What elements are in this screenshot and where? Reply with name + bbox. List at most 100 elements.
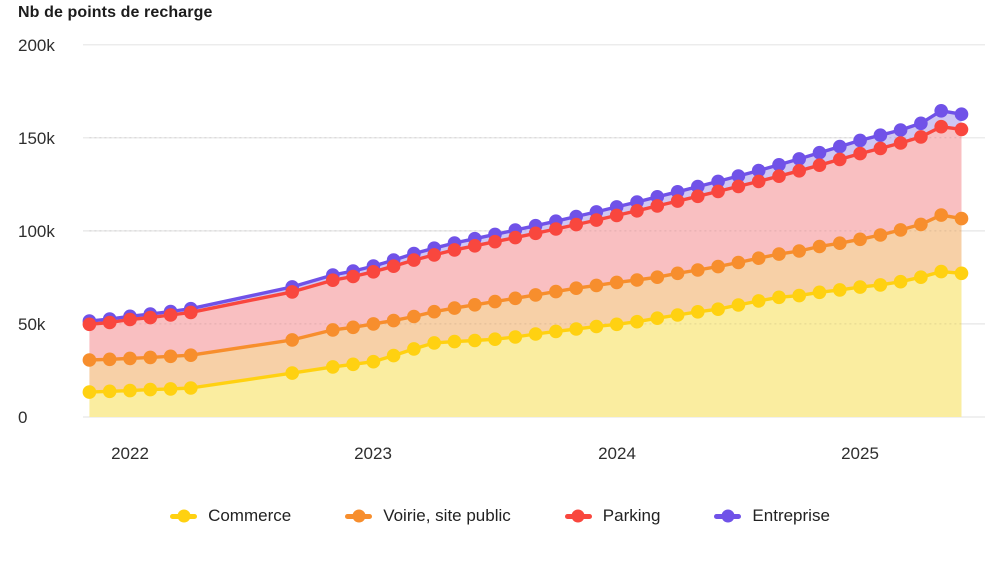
data-point-voirie-site-public[interactable] xyxy=(346,320,360,335)
data-point-voirie-site-public[interactable] xyxy=(143,350,158,365)
data-point-voirie-site-public[interactable] xyxy=(508,291,523,306)
data-point-voirie-site-public[interactable] xyxy=(812,239,827,254)
data-point-entreprise[interactable] xyxy=(914,116,928,131)
data-point-commerce[interactable] xyxy=(914,270,928,285)
data-point-commerce[interactable] xyxy=(589,319,604,334)
data-point-voirie-site-public[interactable] xyxy=(163,349,178,364)
data-point-parking[interactable] xyxy=(163,308,178,322)
data-point-commerce[interactable] xyxy=(954,266,969,281)
data-point-entreprise[interactable] xyxy=(954,107,969,121)
data-point-voirie-site-public[interactable] xyxy=(366,317,381,331)
data-point-commerce[interactable] xyxy=(143,382,158,397)
data-point-parking[interactable] xyxy=(630,204,644,218)
data-point-voirie-site-public[interactable] xyxy=(893,223,908,237)
data-point-parking[interactable] xyxy=(650,199,665,213)
data-point-voirie-site-public[interactable] xyxy=(102,352,117,367)
data-point-voirie-site-public[interactable] xyxy=(873,228,888,242)
data-point-parking[interactable] xyxy=(711,184,725,199)
data-point-parking[interactable] xyxy=(751,174,766,189)
data-point-parking[interactable] xyxy=(609,208,624,223)
data-point-voirie-site-public[interactable] xyxy=(549,284,563,299)
data-point-parking[interactable] xyxy=(893,136,908,150)
data-point-voirie-site-public[interactable] xyxy=(731,255,746,270)
data-point-commerce[interactable] xyxy=(386,348,401,363)
data-point-parking[interactable] xyxy=(488,234,502,249)
data-point-parking[interactable] xyxy=(184,305,198,320)
data-point-voirie-site-public[interactable] xyxy=(488,294,502,309)
data-point-parking[interactable] xyxy=(670,194,685,208)
data-point-parking[interactable] xyxy=(549,222,563,236)
data-point-commerce[interactable] xyxy=(326,360,340,374)
data-point-voirie-site-public[interactable] xyxy=(82,353,97,367)
data-point-entreprise[interactable] xyxy=(934,104,948,118)
data-point-commerce[interactable] xyxy=(711,302,725,317)
data-point-commerce[interactable] xyxy=(609,317,624,332)
data-point-parking[interactable] xyxy=(589,213,604,227)
data-point-voirie-site-public[interactable] xyxy=(326,323,340,337)
data-point-commerce[interactable] xyxy=(893,274,908,289)
data-point-entreprise[interactable] xyxy=(833,139,847,154)
data-point-voirie-site-public[interactable] xyxy=(184,348,198,363)
data-point-entreprise[interactable] xyxy=(670,185,685,199)
data-point-entreprise[interactable] xyxy=(893,123,908,137)
data-point-entreprise[interactable] xyxy=(691,179,705,194)
data-point-commerce[interactable] xyxy=(751,294,766,308)
data-point-commerce[interactable] xyxy=(630,314,644,329)
data-point-commerce[interactable] xyxy=(366,354,381,369)
data-point-parking[interactable] xyxy=(812,158,827,172)
data-point-commerce[interactable] xyxy=(528,327,543,341)
data-point-voirie-site-public[interactable] xyxy=(792,244,806,258)
data-point-voirie-site-public[interactable] xyxy=(386,313,401,328)
data-point-parking[interactable] xyxy=(873,141,888,156)
data-point-parking[interactable] xyxy=(772,169,786,183)
data-point-voirie-site-public[interactable] xyxy=(569,281,583,296)
data-point-parking[interactable] xyxy=(407,253,421,267)
data-point-parking[interactable] xyxy=(285,285,300,299)
data-point-commerce[interactable] xyxy=(285,366,300,380)
data-point-voirie-site-public[interactable] xyxy=(630,273,644,287)
data-point-commerce[interactable] xyxy=(488,332,502,347)
data-point-commerce[interactable] xyxy=(853,280,867,294)
data-point-voirie-site-public[interactable] xyxy=(853,232,867,247)
data-point-voirie-site-public[interactable] xyxy=(528,288,543,302)
data-point-commerce[interactable] xyxy=(447,334,462,349)
data-point-voirie-site-public[interactable] xyxy=(954,211,969,226)
data-point-parking[interactable] xyxy=(691,189,705,204)
data-point-commerce[interactable] xyxy=(184,381,198,395)
data-point-voirie-site-public[interactable] xyxy=(468,298,482,312)
data-point-parking[interactable] xyxy=(508,230,523,245)
data-point-entreprise[interactable] xyxy=(853,133,867,148)
data-point-commerce[interactable] xyxy=(407,342,421,356)
data-point-parking[interactable] xyxy=(346,269,360,284)
data-point-commerce[interactable] xyxy=(691,305,705,319)
data-point-parking[interactable] xyxy=(914,130,928,144)
data-point-voirie-site-public[interactable] xyxy=(751,251,766,265)
data-point-entreprise[interactable] xyxy=(792,152,806,166)
data-point-entreprise[interactable] xyxy=(873,128,888,142)
data-point-commerce[interactable] xyxy=(549,324,563,339)
data-point-voirie-site-public[interactable] xyxy=(589,278,604,293)
legend-item-voirie-site-public[interactable]: Voirie, site public xyxy=(345,506,511,526)
data-point-parking[interactable] xyxy=(366,265,381,279)
legend-item-entreprise[interactable]: Entreprise xyxy=(714,506,830,526)
data-point-voirie-site-public[interactable] xyxy=(407,309,421,324)
legend-item-parking[interactable]: Parking xyxy=(564,506,660,526)
data-point-commerce[interactable] xyxy=(792,288,806,303)
data-point-parking[interactable] xyxy=(447,243,462,257)
legend-item-commerce[interactable]: Commerce xyxy=(170,506,291,526)
data-point-parking[interactable] xyxy=(427,248,442,262)
data-point-commerce[interactable] xyxy=(731,298,746,312)
data-point-commerce[interactable] xyxy=(123,383,137,398)
data-point-voirie-site-public[interactable] xyxy=(833,236,847,250)
data-point-parking[interactable] xyxy=(143,310,158,325)
data-point-entreprise[interactable] xyxy=(711,174,725,189)
data-point-commerce[interactable] xyxy=(102,384,117,399)
data-point-voirie-site-public[interactable] xyxy=(123,351,137,366)
data-point-commerce[interactable] xyxy=(569,322,583,336)
data-point-commerce[interactable] xyxy=(163,382,178,396)
data-point-voirie-site-public[interactable] xyxy=(711,259,725,274)
data-point-commerce[interactable] xyxy=(427,336,442,350)
data-point-voirie-site-public[interactable] xyxy=(650,270,665,285)
data-point-commerce[interactable] xyxy=(650,311,665,326)
data-point-parking[interactable] xyxy=(792,164,806,178)
